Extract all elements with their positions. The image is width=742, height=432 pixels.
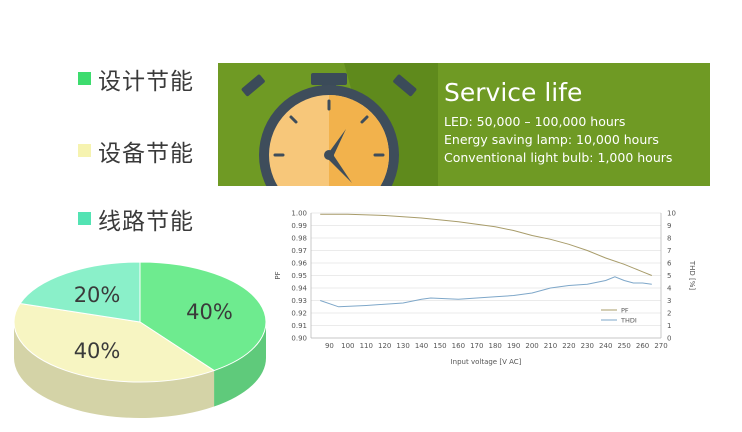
y2-tick-10: 10 xyxy=(667,210,676,218)
x-tick-2: 110 xyxy=(360,342,373,350)
legend-label-equipment: 设备节能 xyxy=(98,141,194,167)
x-tick-7: 160 xyxy=(452,342,465,350)
y2-tick-0: 0 xyxy=(667,335,671,343)
y2-tick-4: 4 xyxy=(667,285,672,293)
y2-tick-7: 7 xyxy=(667,247,671,255)
legend-label-design: 设计节能 xyxy=(98,69,194,95)
y2-tick-6: 6 xyxy=(667,260,672,268)
x-tick-8: 170 xyxy=(470,342,483,350)
y2-tick-9: 9 xyxy=(667,222,671,230)
x-tick-14: 230 xyxy=(581,342,594,350)
y-tick-5: 0.95 xyxy=(291,272,307,280)
x-tick-4: 130 xyxy=(396,342,409,350)
legend-swatch-equipment xyxy=(78,144,91,157)
x-tick-17: 260 xyxy=(636,342,649,350)
x-tick-16: 250 xyxy=(617,342,630,350)
y-tick-9: 0.99 xyxy=(291,222,307,230)
x-tick-1: 100 xyxy=(341,342,354,350)
legend-label-wiring: 线路节能 xyxy=(98,209,194,235)
pie-chart: 40% 40% 20% xyxy=(13,261,267,418)
stopwatch-icon xyxy=(241,63,438,186)
pie-side-0 xyxy=(214,322,266,407)
x-tick-13: 220 xyxy=(562,342,575,350)
x-tick-18: 270 xyxy=(654,342,667,350)
x-tick-11: 200 xyxy=(525,342,538,350)
pie-label-0: 40% xyxy=(186,300,233,324)
y2-tick-5: 5 xyxy=(667,272,671,280)
x-tick-3: 120 xyxy=(378,342,391,350)
x-tick-6: 150 xyxy=(433,342,446,350)
x-tick-12: 210 xyxy=(544,342,557,350)
y2-tick-8: 8 xyxy=(667,235,671,243)
y-tick-3: 0.93 xyxy=(291,297,307,305)
y2-tick-2: 2 xyxy=(667,310,671,318)
y-tick-7: 0.97 xyxy=(291,247,307,255)
service-life-banner: Service life LED: 50,000 – 100,000 hours… xyxy=(218,63,710,186)
pie-label-1: 40% xyxy=(74,339,121,363)
x-tick-5: 140 xyxy=(415,342,428,350)
legend-label-pf: PF xyxy=(621,307,629,315)
y-tick-4: 0.94 xyxy=(291,285,307,293)
x-axis-label: Input voltage [V AC] xyxy=(451,358,522,366)
pie-side-1 xyxy=(14,322,215,418)
y-tick-1: 0.91 xyxy=(291,322,307,330)
service-life-conventional: Conventional light bulb: 1,000 hours xyxy=(444,150,673,165)
legend-swatch-wiring xyxy=(78,212,91,225)
pf-thdi-line-chart: 0.90 0.91 0.92 0.93 0.94 0.95 0.96 0.97 0.98 0.99… xyxy=(274,210,696,367)
y-tick-2: 0.92 xyxy=(291,310,307,318)
service-life-energy-saving: Energy saving lamp: 10,000 hours xyxy=(444,132,659,147)
pie-slice-1 xyxy=(13,302,216,383)
series-line-thdi xyxy=(320,276,652,308)
y2-axis-label: THD [%] xyxy=(688,260,696,291)
pie-label-2: 20% xyxy=(74,283,121,307)
y-tick-8: 0.98 xyxy=(291,235,307,243)
y-axis-label: PF xyxy=(274,271,282,279)
pie-slice-2 xyxy=(19,261,141,323)
y-tick-0: 0.90 xyxy=(291,335,307,343)
legend-swatch-design xyxy=(78,72,91,85)
service-life-title: Service life xyxy=(444,78,583,107)
y2-tick-1: 1 xyxy=(667,322,671,330)
service-life-led: LED: 50,000 – 100,000 hours xyxy=(444,114,626,129)
x-tick-10: 190 xyxy=(507,342,520,350)
series-line-pf xyxy=(320,213,652,276)
y-tick-10: 1.00 xyxy=(291,210,307,218)
y-tick-6: 0.96 xyxy=(291,260,307,268)
x-tick-15: 240 xyxy=(599,342,612,350)
x-tick-0: 90 xyxy=(325,342,334,350)
pie-slice-0 xyxy=(139,261,267,372)
x-tick-9: 180 xyxy=(489,342,502,350)
legend-label-thdi: THDI xyxy=(620,317,637,325)
y2-tick-3: 3 xyxy=(667,297,671,305)
